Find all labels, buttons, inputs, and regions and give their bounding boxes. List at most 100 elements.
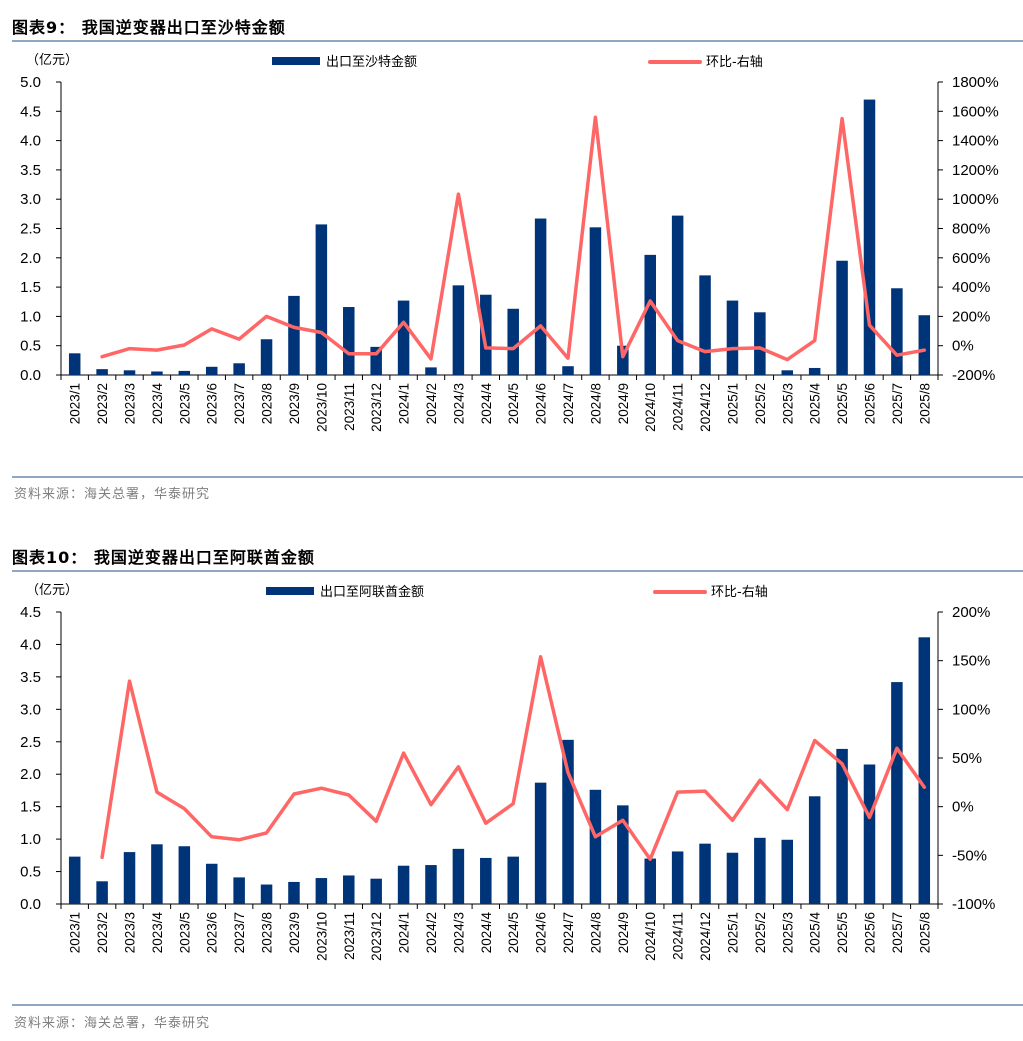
- left-axis-unit: （亿元）: [26, 53, 78, 68]
- bar: [288, 881, 300, 904]
- x-tick-label: 2023/2: [95, 383, 110, 424]
- right-tick-label: 600%: [952, 250, 990, 267]
- x-tick-label: 2025/5: [835, 912, 850, 953]
- chart2-source: 资料来源：海关总署，华泰研究: [14, 1016, 211, 1031]
- left-tick-label: 3.0: [20, 701, 41, 718]
- x-tick-label: 2025/1: [725, 912, 740, 953]
- x-tick-label: 2023/9: [287, 383, 302, 424]
- x-tick-label: 2025/3: [780, 912, 795, 953]
- right-tick-label: 0%: [952, 338, 974, 355]
- left-tick-label: 4.0: [20, 133, 41, 150]
- chart2-title: 图表10： 我国逆变器出口至阿联酋金额: [12, 548, 315, 567]
- bar: [480, 857, 492, 904]
- bar: [754, 837, 766, 904]
- x-tick-label: 2023/10: [314, 912, 329, 961]
- right-tick-label: 1800%: [952, 74, 999, 91]
- left-tick-label: 0.5: [20, 338, 41, 355]
- chart1-source-rule: [12, 476, 1023, 478]
- x-tick-label: 2023/2: [95, 912, 110, 953]
- bar: [671, 215, 684, 375]
- x-tick-label: 2024/8: [588, 912, 603, 953]
- x-tick-label: 2025/7: [890, 383, 905, 424]
- x-tick-label: 2025/3: [780, 383, 795, 424]
- bar: [178, 846, 191, 904]
- x-tick-label: 2024/9: [616, 383, 631, 424]
- x-tick-label: 2023/6: [205, 383, 220, 424]
- bar: [562, 739, 574, 904]
- right-tick-label: 1000%: [952, 191, 999, 208]
- x-tick-label: 2024/1: [397, 383, 412, 424]
- left-tick-label: 0.0: [20, 896, 41, 913]
- x-tick-label: 2024/12: [698, 383, 713, 432]
- x-tick-label: 2025/2: [753, 383, 768, 424]
- bar: [836, 260, 848, 375]
- chart1-svg: （亿元） 出口至沙特金额 环比-右轴 0.0 0.5 1.0 1.5 2.0 2.5 3.0 3.5…: [20, 53, 999, 432]
- bar: [68, 856, 81, 904]
- bar: [123, 852, 136, 904]
- bar: [589, 227, 602, 375]
- left-tick-label: 1.0: [20, 831, 41, 848]
- x-tick-label: 2024/11: [671, 912, 686, 960]
- x-tick-label: 2024/3: [451, 912, 466, 953]
- bar: [671, 851, 684, 904]
- right-tick-label: -100%: [952, 896, 995, 913]
- bar: [452, 285, 465, 375]
- x-tick-label: 2025/6: [862, 912, 877, 953]
- legend-bar-swatch: [272, 57, 320, 65]
- x-tick-label: 2024/10: [643, 383, 658, 432]
- x-tick-label: 2025/8: [917, 383, 932, 424]
- bar: [863, 99, 876, 375]
- bar: [808, 796, 821, 904]
- bar: [315, 878, 328, 904]
- bar: [863, 764, 876, 904]
- bar: [617, 345, 629, 375]
- right-tick-label: 0%: [952, 799, 974, 816]
- bar: [178, 370, 191, 375]
- bar-series: [68, 637, 931, 904]
- left-tick-label: 2.0: [20, 250, 41, 267]
- legend: 出口至沙特金额 环比-右轴: [272, 54, 763, 70]
- x-tick-label: 2024/12: [698, 912, 713, 961]
- bar: [726, 852, 739, 904]
- bar: [151, 844, 163, 904]
- left-tick-label: 3.0: [20, 191, 41, 208]
- bar: [781, 370, 794, 375]
- bar: [233, 363, 245, 375]
- bar: [891, 288, 903, 375]
- x-tick-label: 2024/3: [451, 383, 466, 424]
- bar: [343, 875, 355, 904]
- bar: [589, 789, 602, 904]
- bar: [288, 295, 300, 375]
- bar: [260, 339, 273, 375]
- x-tick-label: 2024/1: [397, 912, 412, 953]
- left-tick-label: 4.0: [20, 636, 41, 653]
- bar: [918, 637, 931, 904]
- bar: [507, 308, 519, 375]
- left-tick-label: 3.5: [20, 162, 41, 179]
- legend-bar-label: 出口至阿联酋金额: [320, 584, 424, 600]
- x-tick-label: 2023/12: [369, 383, 384, 432]
- bar: [96, 369, 108, 375]
- bar: [507, 856, 519, 904]
- bar: [891, 682, 903, 904]
- x-tick-label: 2023/1: [68, 912, 83, 953]
- bar: [836, 748, 848, 904]
- chart2-svg: （亿元） 出口至阿联酋金额 环比-右轴 0.0 0.5 1.0 1.5 2.0 2.5 3.0 3.…: [20, 583, 995, 961]
- x-tick-label: 2023/8: [260, 912, 275, 953]
- x-tick-label: 2023/1: [68, 383, 83, 424]
- x-tick-label: 2024/6: [534, 383, 549, 424]
- bar: [425, 865, 437, 904]
- x-tick-label: 2023/12: [369, 912, 384, 961]
- chart1-title-rule: [12, 40, 1023, 42]
- left-tick-label: 3.5: [20, 669, 41, 686]
- bar: [315, 224, 328, 375]
- x-tick-label: 2025/8: [917, 912, 932, 953]
- bar: [617, 805, 629, 904]
- right-tick-label: 1200%: [952, 162, 999, 179]
- legend-bar-label: 出口至沙特金额: [326, 54, 417, 70]
- chart1-source: 资料来源：海关总署，华泰研究: [14, 487, 211, 502]
- x-tick-label: 2023/9: [287, 912, 302, 953]
- x-tick-label: 2023/4: [150, 383, 165, 425]
- x-tick-label: 2024/2: [424, 383, 439, 424]
- bar: [534, 218, 547, 375]
